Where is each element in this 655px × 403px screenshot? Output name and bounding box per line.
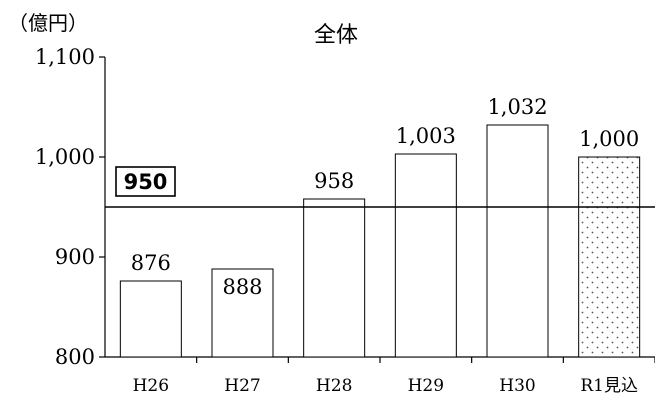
- reference-line-label-box: [115, 166, 176, 197]
- y-tick-label: 1,100: [35, 45, 95, 69]
- reference-line-group: 950: [105, 166, 655, 208]
- y-ticks: 800 900 1,000 1,100: [35, 45, 105, 369]
- x-ticks: H26 H27 H28 H29 H30 R1見込: [133, 357, 655, 396]
- bar-H27: [211, 268, 274, 358]
- data-label: 958: [314, 169, 354, 193]
- data-label: 876: [131, 251, 171, 275]
- y-tick-label: 900: [55, 245, 95, 269]
- reference-line-label: 950: [124, 170, 168, 194]
- data-label: 1,032: [487, 95, 547, 119]
- chart-title: 全体: [314, 23, 358, 48]
- y-tick-label: 800: [55, 345, 95, 369]
- data-label: 1,003: [396, 124, 456, 148]
- unit-label: （億円）: [8, 11, 88, 35]
- bar-R1見込: [578, 156, 641, 358]
- x-tick-label: H28: [316, 376, 352, 396]
- bars: [119, 124, 641, 358]
- bar-H29: [394, 153, 457, 358]
- bar-H28: [303, 198, 366, 358]
- x-tick-label: H26: [133, 376, 169, 396]
- bar-H30: [486, 124, 549, 358]
- data-label: 1,000: [579, 127, 639, 151]
- bar-H26: [119, 280, 182, 358]
- bar-labels: 876 888 958 1,003 1,032 1,000: [131, 95, 639, 299]
- x-tick-label: R1見込: [580, 376, 638, 396]
- data-label: 888: [222, 275, 262, 299]
- x-tick-label: H30: [499, 376, 535, 396]
- x-tick-label: H27: [224, 376, 260, 396]
- y-tick-label: 1,000: [35, 145, 95, 169]
- x-tick-label: H29: [408, 376, 444, 396]
